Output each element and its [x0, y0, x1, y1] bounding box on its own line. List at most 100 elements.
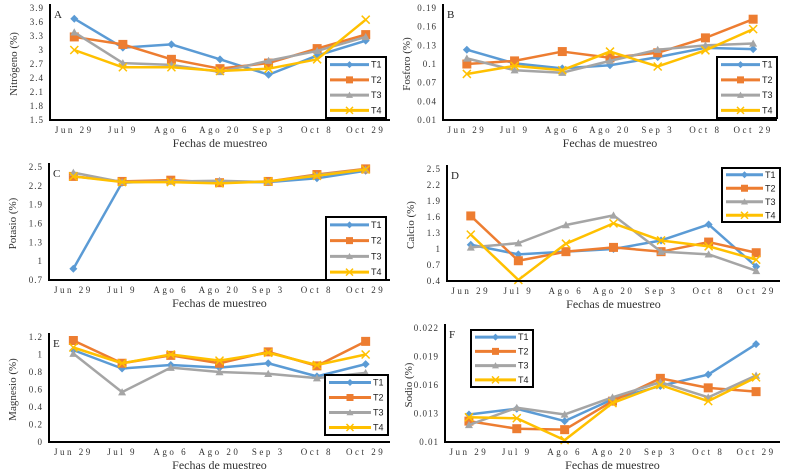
data-point [609, 242, 618, 252]
x-tick-label: Jul 9 [108, 125, 138, 135]
data-point [560, 417, 569, 426]
legend: T1 T2 T3 T4 [325, 216, 387, 281]
x-tick-label: Jun 29 [54, 285, 93, 295]
series-t4 [69, 15, 371, 76]
legend-label: T3 [371, 90, 382, 100]
x-tick-label: Oct 29 [736, 447, 775, 457]
y-axis-label: Fosforo (%) [401, 37, 413, 91]
panel-label: C [53, 168, 60, 180]
y-tick-label: 2.4 [30, 73, 44, 83]
data-point [214, 356, 225, 366]
data-point [462, 54, 471, 62]
x-tick-label: Sep 3 [252, 285, 285, 295]
data-point [561, 221, 570, 229]
panel-label: E [53, 338, 60, 350]
x-tick-label: Oct 8 [693, 286, 725, 296]
data-point [655, 380, 665, 390]
data-point [752, 340, 761, 349]
data-point [560, 425, 570, 435]
data-point [605, 47, 615, 57]
legend-marker [346, 252, 353, 260]
x-tick-label: Jun 29 [55, 125, 94, 135]
y-tick-label: 0.7 [29, 275, 43, 285]
y-axis-label: Nitrógeno (%) [8, 32, 20, 96]
y-tick-label: 3.9 [30, 3, 44, 13]
panel-label: A [54, 9, 62, 21]
data-point [462, 59, 472, 69]
x-tick-label: Jul 9 [503, 286, 533, 296]
data-point [361, 336, 371, 346]
x-tick-label: Ago 6 [153, 447, 188, 457]
x-tick-label: Ago 20 [593, 286, 635, 296]
data-point [464, 420, 473, 429]
y-tick-label: 1 [436, 244, 442, 254]
data-point [656, 235, 666, 245]
x-tick-label: Ago 6 [547, 447, 582, 457]
legend-label: T4 [373, 423, 384, 433]
panel-f: 0.01 0.013 0.016 0.019 0.022 Jun 29 Jul 9 Ago 6… [403, 323, 780, 472]
y-tick-label: 1.9 [29, 200, 43, 210]
series-t3 [466, 211, 761, 275]
x-tick-label: Oct 29 [737, 286, 776, 296]
y-tick-label: 0.4 [427, 276, 441, 286]
data-point [464, 412, 474, 422]
data-point [752, 371, 761, 379]
x-tick-label: Oct 8 [301, 125, 333, 135]
x-tick-label: Jul 9 [502, 447, 532, 457]
y-tick-label: 3.3 [30, 31, 44, 41]
data-point [513, 256, 523, 266]
legend-marker [741, 184, 748, 192]
x-tick-label: Sep 3 [645, 286, 678, 296]
legend-label: T2 [371, 75, 382, 85]
y-tick-label: 0.1 [423, 59, 437, 69]
data-point [514, 250, 523, 259]
x-axis-label: Fechas de muestreo [563, 136, 658, 150]
data-point [749, 39, 758, 47]
panel-e: 0 0.2 0.4 0.6 0.8 1 1.2 Jun 29 Jul 9 Ago 6 Ago 20 S… [7, 332, 390, 472]
y-tick-label: 1.8 [30, 101, 44, 111]
series-t3 [462, 39, 758, 76]
y-tick-label: 0.16 [417, 22, 437, 32]
data-point [166, 177, 176, 187]
y-axis-label: Potasio (%) [7, 197, 19, 249]
data-point [748, 24, 758, 34]
legend-marker [346, 237, 353, 245]
data-point [70, 14, 79, 23]
data-point [118, 39, 128, 49]
y-tick-label: 0.01 [419, 437, 439, 447]
legend-marker [492, 333, 499, 341]
data-point [751, 372, 761, 382]
y-tick-label: 0.2 [29, 420, 43, 430]
data-point [214, 178, 225, 188]
data-point [510, 56, 520, 66]
data-point [312, 360, 322, 370]
data-point [466, 211, 476, 221]
data-point [704, 241, 714, 251]
legend-marker [492, 362, 499, 369]
x-tick-label: Oct 29 [346, 125, 385, 135]
data-point [512, 403, 521, 411]
data-point [558, 68, 567, 76]
legend: T1 T2 T3 T4 [716, 56, 778, 119]
legend-label: T1 [371, 220, 382, 230]
data-point [264, 64, 274, 74]
data-point [312, 374, 321, 382]
data-point [215, 66, 225, 76]
x-tick-label: Ago 6 [154, 125, 189, 135]
data-point [264, 70, 273, 79]
data-point [653, 61, 663, 72]
series-t4 [466, 218, 761, 285]
x-tick-label: Oct 8 [301, 285, 333, 295]
legend-marker [736, 106, 745, 115]
legend-marker [346, 221, 353, 229]
legend-label: T2 [373, 393, 384, 403]
legend-label: T4 [371, 105, 382, 115]
data-point [68, 171, 78, 181]
y-tick-label: 2.5 [427, 164, 441, 174]
y-tick-label: 0.01 [417, 115, 437, 125]
legend-marker [741, 198, 748, 205]
data-point [466, 230, 476, 240]
legend-label: T4 [765, 210, 776, 220]
legend-label: T2 [762, 75, 773, 85]
data-point [512, 413, 522, 423]
